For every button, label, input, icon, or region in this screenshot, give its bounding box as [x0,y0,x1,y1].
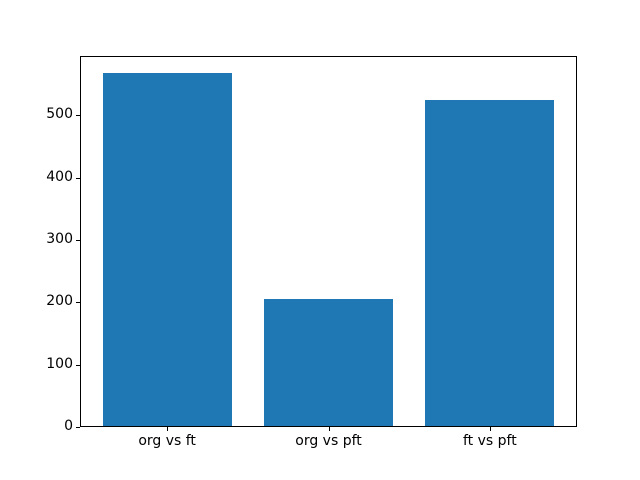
plot-area [80,56,577,427]
bar-org-vs-pft [263,298,394,426]
x-tick-mark [489,427,491,431]
bar-ft-vs-pft [425,99,555,426]
y-tick-mark [76,427,80,428]
y-tick-label: 100 [46,355,73,372]
bar-org-vs-ft [102,73,232,426]
x-tick-mark [167,427,169,431]
y-tick-label: 300 [46,230,73,247]
y-tick-label: 500 [46,106,73,123]
y-tick-label: 400 [46,168,73,185]
y-tick-mark [76,364,80,366]
y-tick-mark [76,177,80,179]
y-tick-mark [76,239,80,241]
y-tick-label: 0 [64,418,73,434]
x-tick-label: org vs ft [138,433,196,449]
y-tick-mark [76,115,80,117]
y-tick-mark [76,302,80,304]
y-tick-label: 200 [46,293,73,310]
x-tick-mark [328,427,330,431]
x-tick-label: org vs pft [295,433,362,449]
x-tick-label: ft vs pft [463,433,517,449]
